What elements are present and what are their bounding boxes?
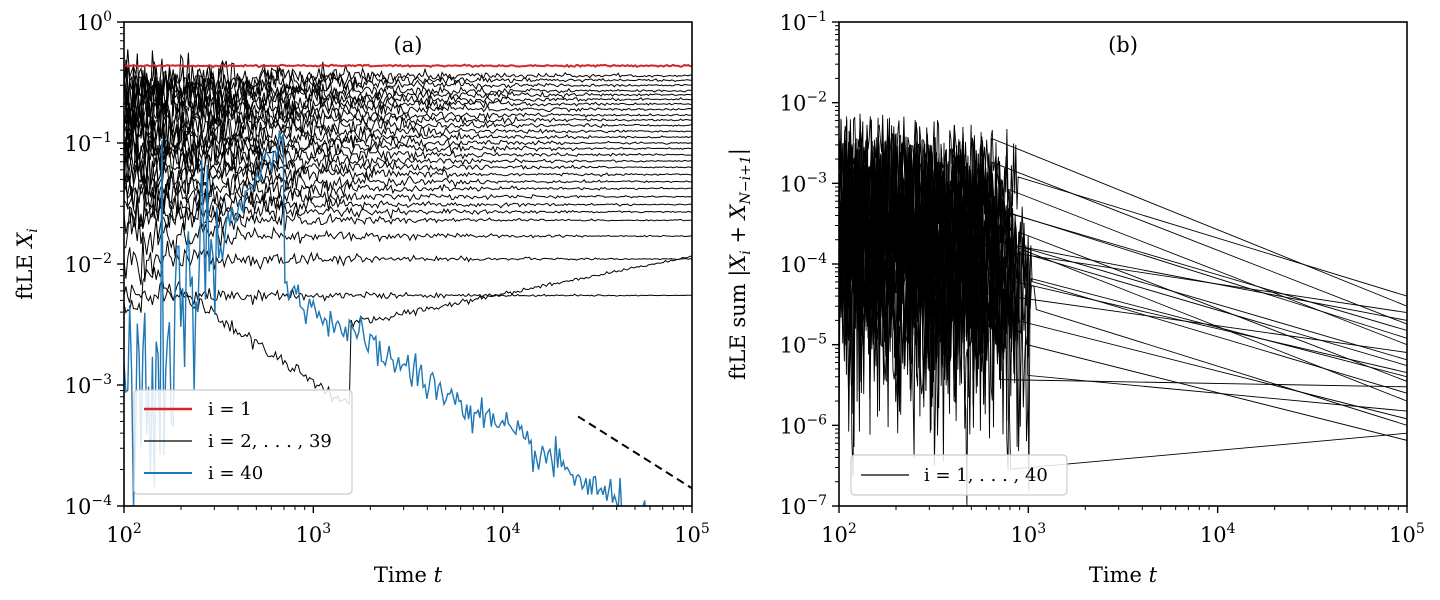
legend-label-i40: i = 40: [208, 463, 263, 484]
series-black-line: [124, 172, 692, 205]
series-black-line: [124, 105, 692, 166]
a-x-tick-label: 102: [106, 521, 142, 547]
series-blue-line: [124, 130, 646, 506]
series-black-line: [124, 197, 692, 240]
series-black-line: [124, 236, 692, 286]
a-x-tick-label: 103: [296, 521, 332, 547]
series-black-line: [124, 70, 692, 146]
series-black-line: [124, 150, 692, 208]
legend-label-i1: i = 1: [208, 399, 252, 420]
legend-label-b: i = 1, . . . , 40: [924, 465, 1048, 486]
b-y-tick-label: 10−4: [780, 251, 827, 277]
series-black-line: [124, 176, 692, 227]
ticks-b: 102 103 104 105 10−1 10−2 10−3 10−4 10−5 10−6 10−7: [780, 9, 1425, 547]
series-black-line: [124, 177, 692, 230]
series-black-line: [124, 69, 692, 116]
x-axis-label-b: Time t: [1089, 563, 1158, 587]
panel-label-a: (a): [394, 33, 423, 57]
panel-b: 102 103 104 105 10−1 10−2 10−3 10−4 10−5 10−6 10−7…: [726, 9, 1425, 587]
series-black-line: [124, 122, 692, 182]
b-y-tick-label: 10−5: [780, 332, 827, 358]
legend-box-b: [850, 454, 1068, 496]
y-axis-label-a: ftLE Xi: [13, 228, 41, 300]
b-x-tick-label: 103: [1011, 521, 1047, 547]
series-sum-line: [839, 244, 1407, 470]
b-y-tick-label: 10−6: [780, 412, 827, 438]
a-y-tick-label: 10−3: [65, 372, 112, 398]
series-sum-line: [839, 257, 1407, 506]
a-y-tick-label: 100: [76, 9, 112, 35]
series-black-line: [124, 119, 692, 167]
legend-box-a: [133, 389, 353, 495]
panel-a: 102 103 104 105 100 10−1 10−2 10−3 10−4 (a) Time…: [13, 9, 710, 587]
a-x-tick-label: 104: [485, 521, 521, 547]
a-y-tick-label: 10−4: [65, 493, 112, 519]
reference-dashed-line: [577, 415, 692, 490]
series-black-line-low: [124, 255, 692, 406]
legend-a: i = 1 i = 2, . . . , 39 i = 40: [133, 389, 353, 495]
series-black-line: [124, 102, 692, 163]
series-black-line: [124, 102, 692, 149]
series-black-line: [124, 76, 692, 133]
a-x-tick-label: 105: [674, 521, 710, 547]
b-x-tick-label: 102: [821, 521, 857, 547]
series-group-a: [124, 49, 692, 506]
legend-b: i = 1, . . . , 40: [850, 454, 1068, 496]
ticks-a: 102 103 104 105 100 10−1 10−2 10−3 10−4: [65, 9, 710, 547]
a-y-tick-label: 10−2: [65, 251, 112, 277]
y-axis-label-b: ftLE sum |Xi + XN−i+1|: [726, 148, 754, 380]
legend-label-i2-39: i = 2, . . . , 39: [208, 431, 332, 452]
series-black-line: [124, 144, 692, 195]
series-sum-line: [839, 246, 1407, 446]
b-y-tick-label: 10−2: [780, 90, 827, 116]
b-y-tick-label: 10−7: [780, 493, 827, 519]
panel-label-b: (b): [1108, 33, 1138, 57]
series-red-line: [124, 63, 692, 69]
series-black-line: [124, 107, 692, 174]
b-x-tick-label: 104: [1200, 521, 1236, 547]
series-black-line: [124, 50, 692, 116]
series-black-line: [124, 88, 692, 152]
series-group-b: [839, 113, 1407, 506]
x-axis-label-a: Time t: [374, 563, 443, 587]
b-x-tick-label: 105: [1389, 521, 1425, 547]
series-black-line: [124, 138, 692, 186]
b-y-tick-label: 10−3: [780, 170, 827, 196]
series-black-line: [124, 207, 692, 257]
series-black-line: [124, 280, 692, 306]
series-black-line: [124, 179, 692, 222]
a-y-tick-label: 10−1: [65, 130, 112, 156]
series-black-line: [124, 139, 692, 189]
series-black-line: [124, 66, 692, 122]
b-y-tick-label: 10−1: [780, 9, 827, 35]
